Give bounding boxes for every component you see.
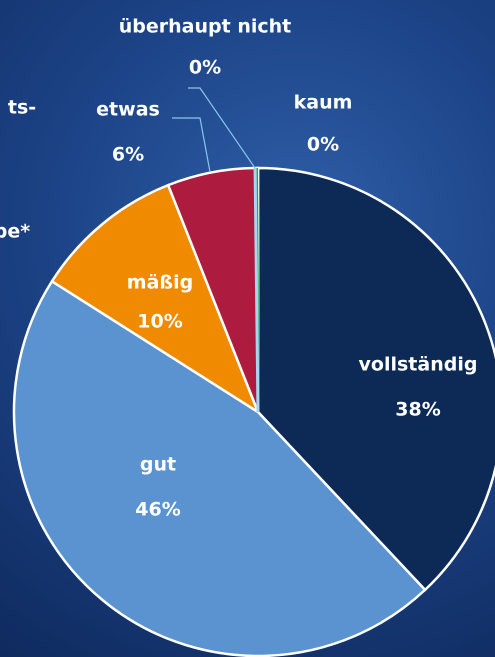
chart: ts- be* vollständig 38% gut 46% mäßig 10% etwa… (0, 0, 495, 657)
slice-label: etwas (96, 99, 160, 121)
value-label: 6% (112, 144, 144, 166)
leader-line (188, 88, 255, 168)
slice-label: vollständig (359, 354, 478, 376)
leader-line (172, 118, 210, 172)
page: ts- be* vollständig 38% gut 46% mäßig 10% etwa… (0, 0, 495, 657)
slice-label: mäßig (127, 272, 193, 294)
partial-text: ts- (8, 97, 36, 119)
value-label: 38% (395, 399, 440, 421)
slice-label: kaum (294, 92, 353, 114)
slice-label: gut (140, 454, 176, 476)
value-label: 0% (307, 134, 339, 156)
slice-label: überhaupt nicht (119, 16, 291, 38)
partial-text: be* (0, 221, 30, 243)
value-label: 46% (135, 499, 180, 521)
value-label: 0% (189, 57, 221, 79)
value-label: 10% (137, 311, 182, 333)
